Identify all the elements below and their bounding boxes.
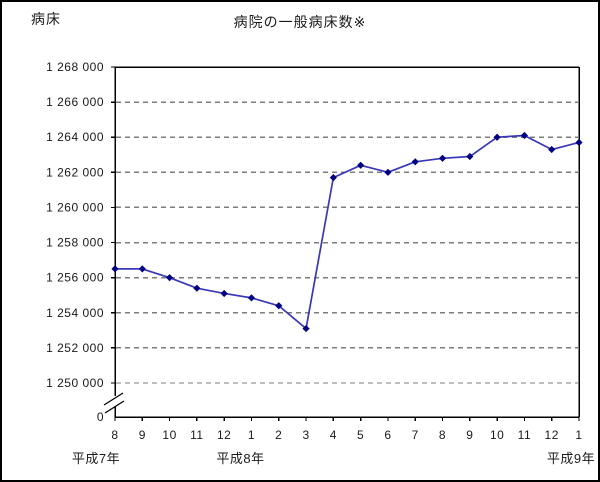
data-point-marker	[575, 138, 583, 147]
x-tick-label: 10	[490, 428, 504, 442]
x-tick-label: 4	[330, 428, 337, 442]
y-tick-label: 1 254 000	[46, 306, 104, 320]
data-point-marker	[302, 324, 310, 333]
plot-box	[114, 66, 580, 418]
era-label: 平成8年	[216, 451, 264, 466]
y-tick-label: 1 264 000	[46, 130, 104, 144]
x-tick-label: 5	[357, 428, 364, 442]
data-point-marker	[548, 145, 556, 154]
x-tick-label: 10	[162, 428, 176, 442]
y-tick-label: 1 250 000	[46, 376, 104, 390]
y-tick-label: 1 256 000	[46, 271, 104, 285]
x-tick-label: 2	[275, 428, 282, 442]
y-axis-unit-label: 病床	[31, 11, 61, 27]
x-tick-label: 6	[384, 428, 391, 442]
data-point-marker	[438, 154, 447, 162]
data-point-marker	[357, 161, 365, 169]
era-labels: 平成7年 平成8年 平成9年	[72, 451, 595, 466]
x-tick-label: 11	[190, 428, 203, 442]
data-point-marker	[138, 265, 146, 273]
y-tick-labels: 1 268 000 1 266 000 1 264 000 1 262 000 1 26…	[46, 60, 104, 424]
axis-break-slash	[104, 400, 125, 414]
data-point-marker	[520, 131, 529, 140]
axis-break-slash	[103, 392, 124, 406]
x-tick-label: 3	[302, 428, 309, 442]
y-tick-label: 1 266 000	[46, 95, 104, 109]
y-tick-label: 1 268 000	[46, 60, 104, 74]
y-tick-label: 1 258 000	[46, 236, 104, 250]
x-tick-label: 8	[439, 428, 446, 442]
x-tick-label: 11	[518, 428, 531, 442]
data-point-marker	[493, 133, 501, 141]
y-zero-label: 0	[97, 410, 104, 424]
data-point-marker	[111, 265, 119, 273]
data-point-marker	[466, 152, 474, 161]
x-tick-label: 1	[575, 428, 582, 442]
data-point-marker	[247, 294, 256, 302]
x-tick-label: 7	[412, 428, 419, 442]
x-tick-label: 9	[139, 428, 146, 442]
data-point-marker	[275, 302, 283, 310]
axis-break-symbol	[103, 392, 125, 414]
era-label: 平成7年	[72, 451, 120, 466]
y-tick-label: 1 262 000	[46, 165, 104, 179]
gridlines	[116, 101, 578, 384]
data-point-marker	[220, 289, 228, 298]
x-ticks	[114, 417, 580, 421]
data-point-marker	[384, 168, 392, 176]
x-tick-labels: 8 9 10 11 12 1 2 3 4 5 6 7 8 9 10 11 12 1	[111, 428, 582, 442]
data-point-marker	[193, 284, 201, 292]
series-markers	[111, 131, 583, 333]
y-tick-label: 1 252 000	[46, 341, 104, 355]
x-tick-label: 9	[466, 428, 473, 442]
x-tick-label: 12	[545, 428, 559, 442]
x-tick-label: 1	[248, 428, 255, 442]
x-tick-label: 12	[217, 428, 231, 442]
y-tick-label: 1 260 000	[46, 200, 104, 214]
era-label: 平成9年	[547, 451, 595, 466]
data-point-marker	[329, 174, 337, 182]
series-line	[115, 134, 580, 330]
y-ticks	[111, 66, 115, 384]
data-point-marker	[165, 274, 174, 282]
x-tick-label: 8	[111, 428, 118, 442]
data-point-marker	[411, 158, 419, 166]
chart-title: 病院の一般病床数※	[233, 14, 367, 30]
